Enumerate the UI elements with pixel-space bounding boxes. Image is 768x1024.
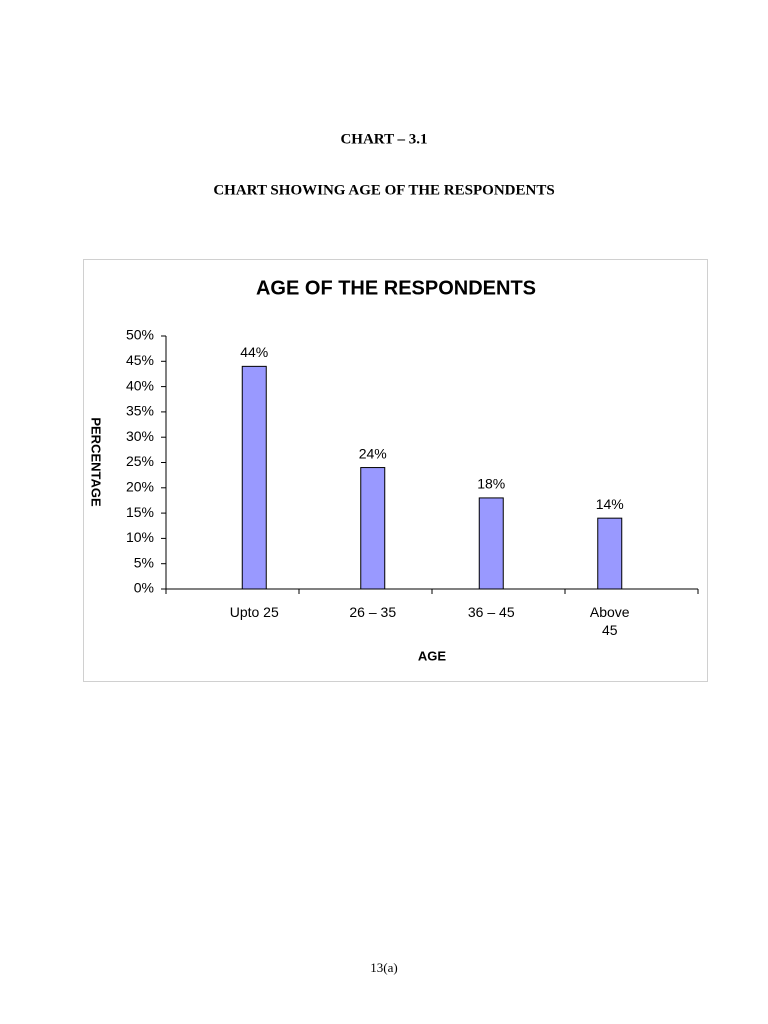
value-label: 24%	[359, 445, 387, 461]
value-label: 14%	[596, 496, 624, 512]
y-tick-label: 0%	[134, 580, 154, 596]
x-tick-label: 36 – 45	[467, 604, 515, 620]
subheading: CHART SHOWING AGE OF THE RESPONDENTS	[213, 182, 554, 198]
y-tick-label: 30%	[126, 428, 154, 444]
value-label: 44%	[240, 344, 268, 360]
x-tick-label: Above 45	[589, 604, 630, 638]
value-label: 18%	[477, 476, 505, 492]
chart-title: AGE OF THE RESPONDENTS	[256, 277, 536, 299]
y-tick-label: 10%	[126, 529, 154, 545]
x-tick-label: Upto 25	[229, 604, 279, 620]
bar	[478, 497, 504, 590]
y-tick-label: 5%	[134, 554, 154, 570]
y-tick-label: 50%	[126, 327, 154, 343]
y-tick-label: 15%	[126, 504, 154, 520]
heading: CHART – 3.1	[340, 131, 427, 147]
x-axis-label: AGE	[418, 648, 447, 663]
y-tick-label: 35%	[126, 403, 154, 419]
bar	[597, 517, 623, 590]
y-tick-label: 25%	[126, 453, 154, 469]
y-tick-label: 20%	[126, 479, 154, 495]
y-axis-label: PERCENTAGE	[89, 417, 104, 507]
chart-frame	[83, 259, 708, 682]
x-tick-label: 26 – 35	[349, 604, 397, 620]
y-tick-label: 40%	[126, 377, 154, 393]
bar	[241, 365, 267, 590]
y-tick-label: 45%	[126, 352, 154, 368]
page-number: 13(a)	[370, 960, 398, 975]
bar	[360, 467, 386, 590]
